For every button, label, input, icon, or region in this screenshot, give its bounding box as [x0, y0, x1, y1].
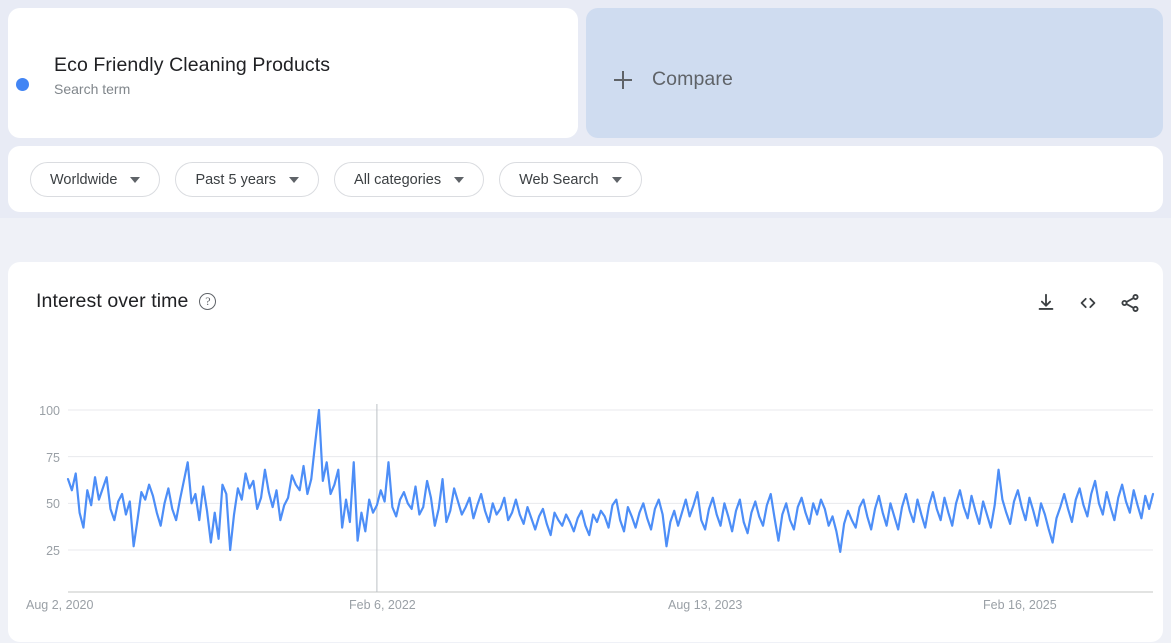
chevron-down-icon	[130, 176, 141, 183]
x-axis-tick-2: Aug 13, 2023	[668, 598, 743, 612]
filter-location[interactable]: Worldwide	[30, 162, 161, 197]
series-color-dot	[16, 78, 29, 91]
plus-icon	[614, 70, 632, 89]
filter-bar: Worldwide Past 5 years All categories We…	[8, 146, 1163, 212]
search-term-content: Eco Friendly Cleaning Products Search te…	[16, 52, 331, 99]
filter-time-range-label: Past 5 years	[195, 171, 277, 188]
filter-category-label: All categories	[354, 171, 442, 188]
chart-title: Interest over time	[36, 290, 189, 312]
y-axis-tick-50: 50	[46, 497, 60, 511]
share-icon[interactable]	[1119, 292, 1141, 314]
filter-pills: Worldwide Past 5 years All categories We…	[30, 162, 642, 197]
download-icon[interactable]	[1035, 292, 1057, 314]
search-term-title: Eco Friendly Cleaning Products	[54, 54, 331, 76]
embed-icon[interactable]	[1077, 292, 1099, 314]
compare-content: Compare	[614, 68, 733, 91]
y-axis-tick-100: 100	[39, 404, 60, 418]
chart-title-wrap: Interest over time ?	[36, 290, 1141, 313]
chevron-down-icon	[454, 176, 465, 183]
search-term-subtitle: Search term	[54, 81, 131, 97]
x-axis-tick-3: Feb 16, 2025	[983, 598, 1057, 612]
chart-svg	[66, 404, 1155, 593]
filter-location-label: Worldwide	[50, 171, 118, 188]
filter-time-range[interactable]: Past 5 years	[175, 162, 320, 197]
search-term-card[interactable]: Eco Friendly Cleaning Products Search te…	[8, 8, 578, 138]
chart-actions	[1035, 292, 1141, 314]
y-axis-tick-25: 25	[46, 544, 60, 558]
chevron-down-icon	[611, 176, 622, 183]
chart-header: Interest over time ?	[36, 290, 1141, 324]
help-icon[interactable]: ?	[199, 293, 217, 310]
chevron-down-icon	[289, 176, 300, 183]
filter-category[interactable]: All categories	[334, 162, 485, 197]
filter-search-type-label: Web Search	[519, 171, 599, 188]
chart-plot-area: 100 75 50 25 Aug 2, 2020 Feb 6, 2022 Aug…	[8, 262, 1163, 642]
x-axis-tick-1: Feb 6, 2022	[349, 598, 416, 612]
compare-button[interactable]: Compare	[586, 8, 1163, 138]
y-axis-tick-75: 75	[46, 451, 60, 465]
compare-label: Compare	[652, 68, 733, 90]
interest-over-time-card: Interest over time ?	[8, 262, 1163, 642]
x-axis-tick-0: Aug 2, 2020	[26, 598, 94, 612]
filter-search-type[interactable]: Web Search	[499, 162, 642, 197]
